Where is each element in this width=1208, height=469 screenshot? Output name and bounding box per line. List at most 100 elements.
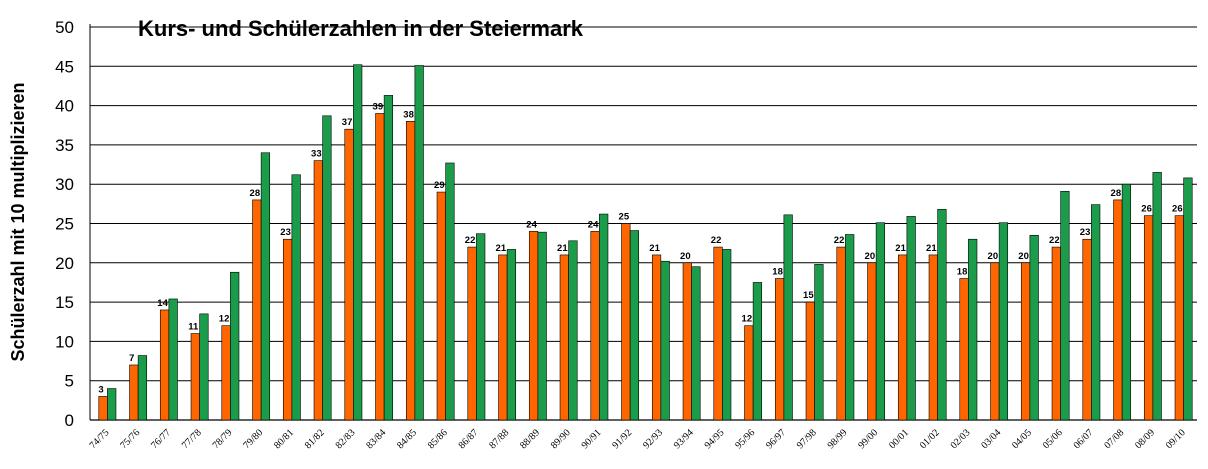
data-label: 21 <box>649 243 660 254</box>
bar-schueler <box>968 238 978 421</box>
bar-kurse <box>590 231 600 421</box>
x-tick-label: 79/80 <box>241 427 265 451</box>
x-tick-label: 04/05 <box>1010 427 1034 451</box>
gridlines <box>90 26 1197 382</box>
bar-schueler <box>1091 204 1101 421</box>
bar-kurse <box>528 231 539 421</box>
bar-schueler <box>691 266 701 421</box>
bar-schueler <box>1060 190 1070 421</box>
x-tick-label: 74/75 <box>88 427 112 451</box>
x-tick-label: 86/87 <box>457 427 481 451</box>
x-tick-label: 97/98 <box>795 427 819 451</box>
x-tick-label: 89/90 <box>549 427 573 451</box>
x-tick-label: 80/81 <box>272 427 296 451</box>
data-labels: 3714111228233337393829222124212425212022… <box>98 101 1182 395</box>
y-tick-label: 45 <box>55 57 74 76</box>
bar-kurse <box>405 121 416 421</box>
bar-schueler <box>414 65 424 421</box>
data-label: 20 <box>865 251 876 262</box>
bar-schueler <box>260 152 271 421</box>
data-label: 20 <box>988 251 999 262</box>
bar-schueler <box>906 216 916 421</box>
x-tick-label: 06/07 <box>1072 427 1096 451</box>
bar-schueler <box>845 234 855 421</box>
bar-kurse <box>436 191 446 421</box>
data-label: 20 <box>680 251 691 262</box>
bar-kurse <box>559 254 569 421</box>
data-label: 12 <box>742 314 753 325</box>
x-tick-label: 99/00 <box>856 427 880 451</box>
bar-schueler <box>814 264 824 421</box>
bar-schueler <box>476 233 486 421</box>
data-label: 22 <box>465 235 476 246</box>
bar-kurse <box>713 246 723 421</box>
y-tick-label: 10 <box>55 332 74 351</box>
bar-kurse <box>867 262 877 421</box>
bar-schueler <box>506 249 517 421</box>
bar-kurse <box>498 254 508 421</box>
bar-schueler <box>629 230 640 421</box>
bar-kurse <box>467 246 477 421</box>
x-tick-label: 08/09 <box>1133 427 1157 451</box>
x-tick-label: 07/08 <box>1102 427 1126 451</box>
bar-kurse <box>129 364 139 421</box>
data-label: 14 <box>157 298 168 309</box>
bar-schueler <box>1029 234 1039 421</box>
bar-schueler <box>722 249 732 421</box>
y-tick-label: 0 <box>65 411 74 430</box>
y-tick-label: 15 <box>55 293 74 312</box>
data-label: 39 <box>373 101 384 112</box>
bar-schueler <box>445 162 455 421</box>
x-tick-label: 78/79 <box>211 427 235 451</box>
data-label: 25 <box>619 212 630 223</box>
data-label: 22 <box>834 235 845 246</box>
bar-schueler <box>937 209 947 421</box>
bar-kurse <box>98 396 108 421</box>
data-label: 33 <box>311 149 322 160</box>
bar-schueler <box>875 222 886 421</box>
x-tick-label: 88/89 <box>518 427 542 451</box>
bar-kurse <box>252 199 262 421</box>
bar-schueler <box>1152 172 1162 421</box>
bars <box>98 64 1193 421</box>
data-label: 23 <box>1080 227 1091 238</box>
bar-kurse <box>1020 262 1031 421</box>
x-tick-label: 92/93 <box>641 427 665 451</box>
x-tick-label: 02/03 <box>949 427 973 451</box>
y-tick-label: 50 <box>55 18 74 37</box>
bar-kurse <box>159 309 170 421</box>
data-label: 29 <box>434 180 445 191</box>
y-tick-label: 20 <box>55 254 74 273</box>
bar-kurse <box>1143 215 1154 421</box>
data-label: 7 <box>129 353 134 364</box>
x-tick-label: 83/84 <box>364 427 388 451</box>
data-label: 26 <box>1172 204 1183 215</box>
data-label: 28 <box>250 188 261 199</box>
bar-kurse <box>1174 215 1184 421</box>
x-tick-label: 81/82 <box>303 427 327 451</box>
data-label: 26 <box>1141 204 1152 215</box>
bar-schueler <box>1183 177 1193 421</box>
x-tick-label: 90/91 <box>580 427 604 451</box>
bar-kurse <box>313 160 323 421</box>
data-label: 11 <box>188 322 199 333</box>
x-tick-label: 09/10 <box>1164 427 1188 451</box>
data-label: 21 <box>895 243 906 254</box>
bar-schueler <box>568 240 578 421</box>
x-tick-label: 93/94 <box>672 427 696 451</box>
x-tick-label: 96/97 <box>764 427 788 451</box>
bar-kurse <box>744 325 754 421</box>
data-label: 21 <box>557 243 568 254</box>
x-tick-label: 82/83 <box>334 427 358 451</box>
bar-schueler <box>322 115 332 421</box>
bar-kurse <box>375 113 385 421</box>
data-label: 21 <box>496 243 507 254</box>
data-label: 24 <box>588 219 599 230</box>
x-tick-label: 75/76 <box>118 427 142 451</box>
x-tick-label: 95/96 <box>733 427 757 451</box>
bar-schueler <box>230 271 240 421</box>
bar-kurse <box>1051 246 1061 421</box>
bar-kurse <box>1113 199 1123 421</box>
x-tick-label: 85/86 <box>426 427 450 451</box>
bar-schueler <box>752 282 763 421</box>
